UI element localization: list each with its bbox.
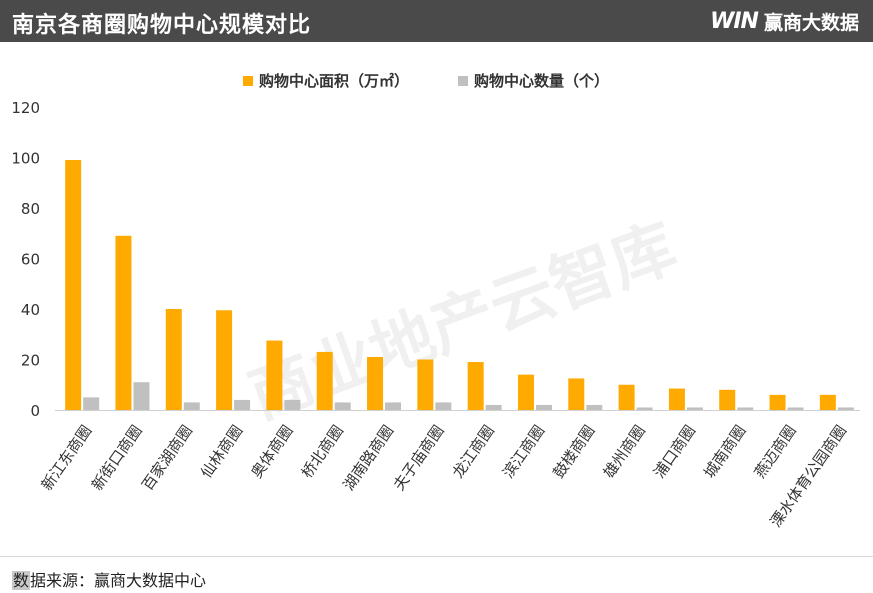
bar-count-1 [133,382,150,410]
bar-area-7 [417,359,434,410]
bar-area-5 [316,351,333,410]
x-tick-label: 新江东商圈 [38,422,96,494]
bar-area-1 [115,235,132,410]
y-tick-label: 120 [11,99,40,117]
bar-area-8 [467,362,484,410]
x-tick-label: 雄州商圈 [600,422,649,481]
bar-area-4 [266,340,283,410]
bar-area-0 [65,160,82,410]
bar-area-15 [819,394,836,410]
header-bar: 南京各商圈购物中心规模对比 WIN 赢商大数据 [0,0,873,42]
brand-name: 赢商大数据 [763,11,859,34]
bar-count-8 [485,404,502,410]
x-tick-label: 夫子庙商圈 [390,422,448,494]
bar-area-13 [719,389,736,410]
bar-chart: 商业地产云智库 购物中心面积（万㎡） 购物中心数量（个） 020406080100… [11,72,860,531]
x-tick-label: 仙林商圈 [197,422,246,481]
y-tick-label: 60 [21,251,40,269]
y-tick-label: 100 [11,150,40,168]
bar-count-0 [83,397,100,410]
brand-mark: WIN [710,8,759,34]
bar-count-14 [787,407,804,410]
bar-count-4 [284,399,301,410]
bar-count-13 [737,407,754,410]
bar-count-6 [385,402,402,410]
x-tick-label: 浦口商圈 [650,422,699,481]
y-tick-label: 0 [30,402,40,420]
bar-count-12 [686,407,703,410]
legend-swatch-0 [243,76,253,86]
y-tick-label: 20 [21,352,40,370]
bar-count-3 [234,399,251,410]
bar-area-3 [216,310,233,410]
brand-logo: WIN 赢商大数据 [710,7,859,35]
bar-area-6 [367,356,384,410]
bar-count-2 [183,402,200,410]
bar-area-14 [769,394,786,410]
bar-count-9 [535,404,552,410]
x-tick-label: 滨江商圈 [499,422,548,481]
source-text: 据来源：赢商大数据中心 [30,571,207,590]
footer-divider [0,556,873,557]
page-title: 南京各商圈购物中心规模对比 [12,13,312,38]
x-tick-label: 龙江商圈 [449,422,498,481]
x-tick-label: 湖南路商圈 [340,422,398,494]
x-tick-label: 新街口商圈 [88,422,146,494]
x-tick-label: 百家湖商圈 [138,422,196,494]
legend-label-0: 购物中心面积（万㎡） [259,72,409,90]
x-tick-label: 燕迈商圈 [751,422,800,481]
legend-swatch-1 [458,76,468,86]
x-tick-label: 鼓楼商圈 [549,422,598,481]
bar-count-11 [636,407,653,410]
y-tick-label: 80 [21,200,40,218]
bar-area-12 [668,388,685,410]
bar-area-11 [618,384,635,410]
bar-area-10 [568,378,585,410]
source-note: 数据来源：赢商大数据中心 [12,567,206,591]
bar-count-5 [334,402,351,410]
x-tick-label: 城南商圈 [700,422,749,481]
bar-area-9 [517,374,534,410]
y-tick-label: 40 [21,301,40,319]
legend-label-1: 购物中心数量（个） [474,72,609,90]
bar-area-2 [165,309,182,410]
x-tick-label: 桥北商圈 [298,422,347,481]
bar-count-15 [837,407,854,410]
bar-count-10 [586,404,603,410]
source-prefix: 数 [12,571,31,590]
bar-count-7 [435,402,452,410]
